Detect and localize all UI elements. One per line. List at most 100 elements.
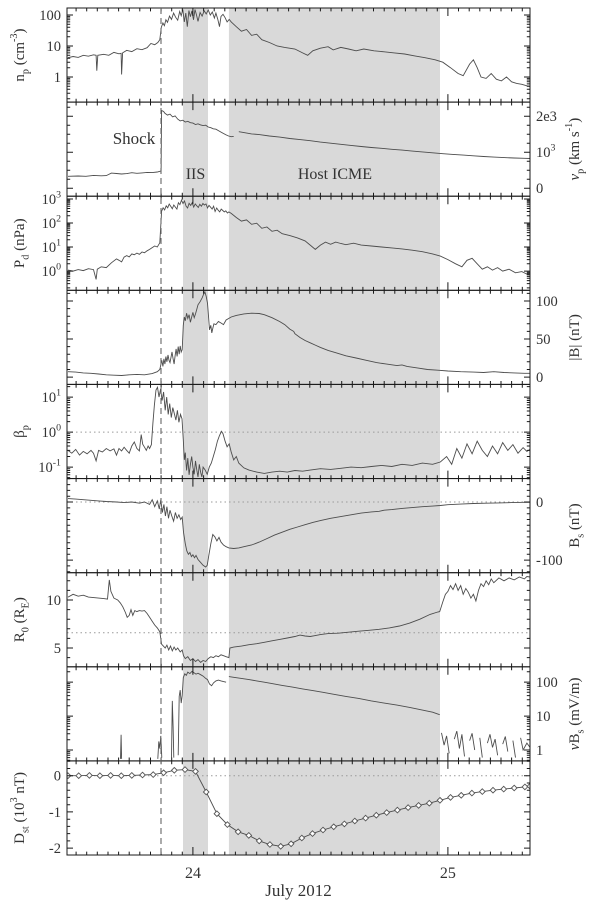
- ticks-beta: [67, 384, 530, 479]
- x-axis-title: July 2012: [265, 881, 332, 900]
- panel-b: [67, 290, 530, 376]
- dst-marker: [457, 791, 465, 799]
- dst-marker: [192, 767, 199, 775]
- ytick-label-np: 10: [47, 39, 62, 55]
- curve-vbs-2: [171, 700, 175, 758]
- ytick-label-dst: -1: [49, 805, 61, 821]
- dst-marker: [425, 799, 433, 807]
- dst-marker: [372, 811, 380, 819]
- panel-r0: [67, 576, 530, 664]
- dst-marker: [330, 823, 338, 831]
- dst-marker: [447, 793, 454, 801]
- ytick-label-b: 0: [536, 370, 543, 386]
- curve-vbs-8: [479, 737, 483, 758]
- panel-vp: [67, 109, 530, 177]
- annotation-iis: IIS: [186, 166, 206, 183]
- annotation-host-icme: Host ICME: [298, 166, 372, 183]
- dst-marker: [202, 788, 210, 796]
- ytick-label-b: 50: [536, 332, 551, 348]
- ytick-label-bs: -100: [536, 553, 563, 569]
- dst-marker: [526, 782, 530, 790]
- ticks-vp: [67, 102, 530, 197]
- dst-marker: [521, 783, 529, 791]
- ytick-label-pd: 102: [42, 213, 62, 232]
- dst-marker: [500, 785, 508, 793]
- dst-marker: [436, 796, 444, 804]
- dst-marker: [489, 786, 497, 794]
- axis-title-beta: βp: [12, 425, 32, 438]
- curve-r0-0: [67, 576, 530, 664]
- dst-marker: [85, 771, 93, 779]
- dst-marker: [117, 772, 125, 780]
- dst-marker: [404, 804, 412, 812]
- axis-title-vp: vp (km s-1): [564, 118, 586, 181]
- ytick-label-np: 100: [39, 8, 61, 24]
- dst-marker: [255, 837, 263, 845]
- axis-title-dst: Dst (103 nT): [9, 772, 31, 844]
- curve-vp-0: [67, 109, 234, 177]
- axis-title-b: |B| (nT): [567, 314, 583, 360]
- curve-vbs-9: [486, 734, 499, 756]
- axis-title-bs: Bs (nT): [567, 503, 587, 547]
- ticks-r0: [67, 572, 530, 667]
- gray-band-iis: [183, 8, 208, 855]
- ytick-label-beta: 101: [42, 388, 62, 407]
- axis-title-np: np (cm-3): [9, 28, 31, 81]
- curve-vbs-11: [512, 740, 516, 758]
- dst-marker: [478, 788, 486, 796]
- frame-dst: [66, 760, 531, 856]
- dst-marker: [96, 772, 104, 780]
- ytick-label-beta: 100: [42, 423, 62, 442]
- ytick-label-dst: -2: [49, 841, 61, 857]
- ytick-label-vbs: 100: [536, 675, 558, 691]
- ytick-label-pd: 100: [42, 262, 62, 281]
- ytick-label-vp: 103: [536, 143, 556, 162]
- dst-marker: [234, 828, 242, 836]
- ytick-label-b: 100: [536, 294, 558, 310]
- ytick-label-r0: 10: [47, 593, 62, 609]
- dst-marker: [107, 771, 115, 779]
- dst-marker: [340, 820, 348, 828]
- curve-bs-0: [67, 498, 530, 568]
- panel-pd: [67, 198, 530, 280]
- curve-pd-0: [67, 198, 530, 280]
- ticks-bs: [67, 478, 530, 573]
- dst-marker: [351, 817, 359, 825]
- axis-title-pd: Pd (nPa): [12, 218, 32, 268]
- curve-vbs-3: [177, 670, 227, 756]
- curve-vbs-0: [120, 734, 123, 759]
- dst-marker: [128, 771, 136, 779]
- curve-vbs-6: [453, 730, 465, 757]
- curve-b-0: [67, 290, 530, 376]
- dst-marker: [266, 841, 274, 848]
- dst-marker: [510, 784, 518, 792]
- dst-marker: [309, 830, 316, 838]
- ticks-np: [67, 8, 530, 103]
- curve-vp-1: [238, 131, 530, 159]
- curve-vbs-4: [228, 676, 440, 716]
- curve-beta-0: [67, 385, 530, 478]
- curve-vbs-10: [502, 736, 509, 752]
- ytick-label-pd: 101: [42, 238, 62, 257]
- curve-vbs-5: [441, 732, 450, 754]
- dst-marker: [170, 766, 178, 774]
- dst-marker: [362, 814, 370, 822]
- dst-marker: [319, 826, 327, 834]
- dst-marker: [415, 801, 423, 809]
- dst-marker: [277, 842, 285, 850]
- dst-marker: [139, 771, 146, 779]
- ytick-label-vbs: 10: [536, 709, 551, 725]
- axis-title-vbs: vBs (mV/m): [567, 677, 587, 750]
- ytick-label-bs: 0: [536, 495, 543, 511]
- ticks-vbs: [67, 666, 530, 761]
- curve-vbs-7: [469, 733, 476, 751]
- ytick-label-pd: 103: [42, 189, 62, 208]
- panel-bs: [67, 498, 530, 568]
- panel-vbs: [120, 670, 530, 759]
- curve-np-0: [67, 8, 530, 87]
- ticks-b: [67, 290, 530, 385]
- panel-beta: [67, 385, 530, 478]
- dst-marker: [223, 821, 231, 829]
- ytick-label-vp: 0: [536, 181, 543, 197]
